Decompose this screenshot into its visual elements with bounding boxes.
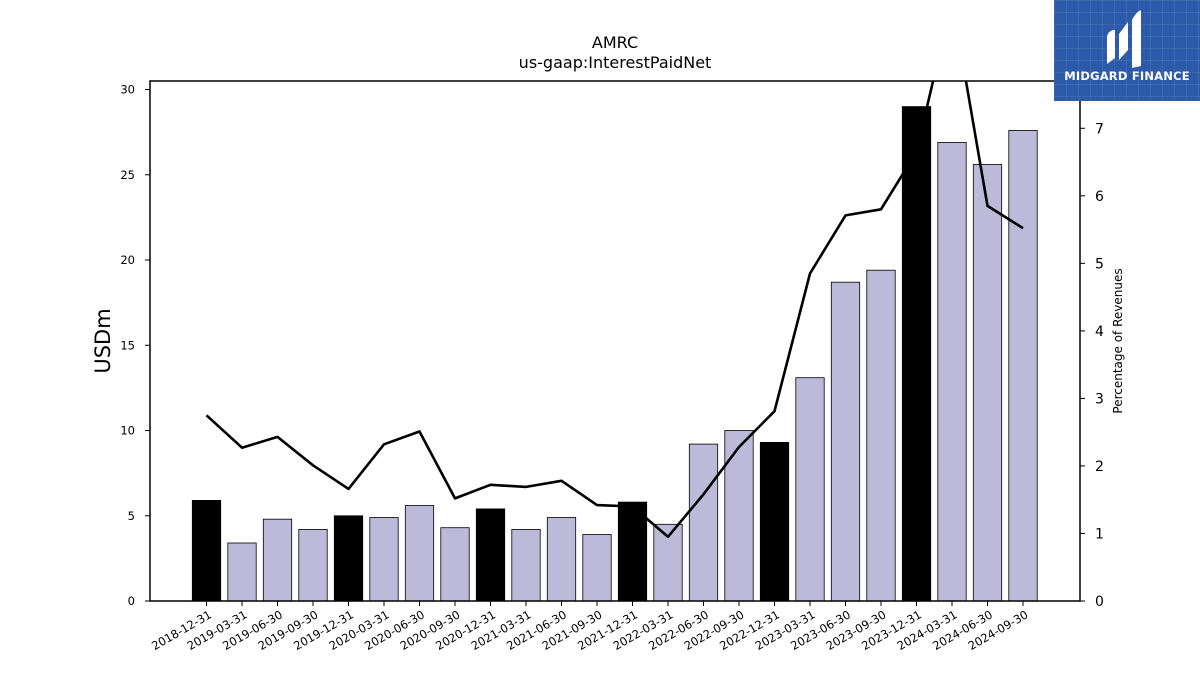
y-tick-label: 5 bbox=[128, 509, 135, 523]
bar-2020-12-31 bbox=[475, 508, 506, 602]
bar-2024-09-30 bbox=[1008, 129, 1038, 602]
bar-series bbox=[191, 106, 1038, 602]
midgard-finance-logo: MIDGARD FINANCE bbox=[1054, 0, 1200, 101]
y2-tick-label: 4 bbox=[1095, 324, 1104, 340]
plot-frame bbox=[149, 80, 1081, 602]
bar-2022-09-30 bbox=[724, 430, 754, 602]
bar-2021-09-30 bbox=[582, 534, 612, 602]
logo-text: MIDGARD FINANCE bbox=[1064, 69, 1190, 83]
bar-2019-06-30 bbox=[262, 518, 293, 602]
bar-2024-03-31 bbox=[937, 141, 967, 602]
bar-2020-03-31 bbox=[369, 517, 399, 602]
y2-tick-label: 6 bbox=[1095, 189, 1104, 205]
bar-2023-09-30 bbox=[866, 269, 896, 602]
bar-2022-12-31 bbox=[759, 441, 790, 602]
y-tick-label: 15 bbox=[120, 338, 135, 352]
bar-2021-06-30 bbox=[546, 517, 577, 602]
bar-2023-03-31 bbox=[795, 377, 825, 602]
y-tick-label: 10 bbox=[120, 424, 135, 438]
bar-2019-03-31 bbox=[227, 542, 257, 602]
y2-tick-label: 1 bbox=[1095, 526, 1104, 542]
bar-2019-12-31 bbox=[333, 515, 364, 602]
chart-title: AMRC bbox=[592, 33, 638, 52]
right-axis: 0 1 2 3 4 5 6 7 bbox=[1080, 121, 1104, 610]
y2-tick-label: 7 bbox=[1095, 121, 1104, 137]
bar-2020-06-30 bbox=[404, 505, 435, 602]
y2-tick-label: 3 bbox=[1095, 391, 1104, 407]
y-axis-label: USDm bbox=[91, 308, 115, 373]
y-tick-label: 30 bbox=[120, 83, 135, 97]
bar-2023-06-30 bbox=[830, 281, 861, 602]
y-tick-label: 25 bbox=[120, 168, 135, 182]
y2-tick-label: 2 bbox=[1095, 459, 1104, 475]
revenue-percentage-line bbox=[205, 81, 1024, 539]
bar-2019-09-30 bbox=[298, 529, 328, 602]
y2-tick-label: 0 bbox=[1095, 594, 1104, 610]
bar-2021-03-31 bbox=[511, 529, 541, 602]
midgard-logo-icon bbox=[1107, 10, 1141, 68]
x-axis: 2018-12-312019-03-312019-06-302019-09-30… bbox=[149, 601, 1031, 653]
bar-2023-12-31 bbox=[901, 106, 932, 602]
bar-2021-12-31 bbox=[617, 501, 648, 602]
y2-axis-label: Percentage of Revenues bbox=[1111, 268, 1125, 413]
bar-2022-06-30 bbox=[688, 443, 719, 602]
y-tick-label: 0 bbox=[128, 594, 135, 608]
bar-2018-12-31 bbox=[191, 499, 222, 602]
bar-2024-06-30 bbox=[972, 164, 1003, 602]
bar-2020-09-30 bbox=[440, 527, 470, 602]
chart-subtitle: us-gaap:InterestPaidNet bbox=[519, 53, 712, 72]
y-tick-label: 20 bbox=[120, 253, 135, 267]
y2-tick-label: 5 bbox=[1095, 256, 1104, 272]
left-axis: 0 5 10 15 20 25 30 bbox=[120, 83, 150, 608]
